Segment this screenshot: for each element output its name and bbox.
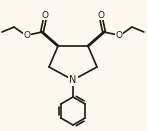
Text: O: O (41, 10, 49, 20)
Text: O: O (24, 31, 30, 40)
Text: O: O (116, 31, 122, 40)
Text: N: N (69, 75, 77, 85)
Text: O: O (97, 10, 105, 20)
